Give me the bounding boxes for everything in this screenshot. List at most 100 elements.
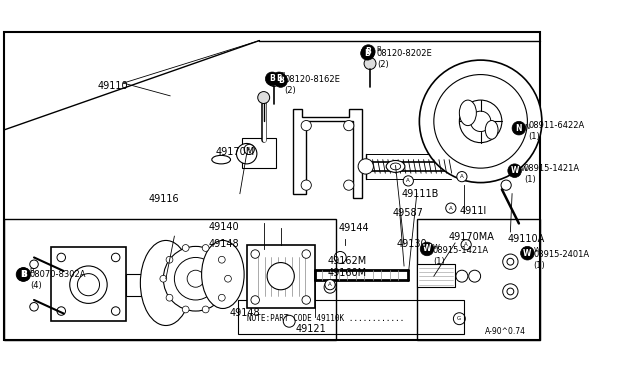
Circle shape	[202, 306, 209, 313]
Circle shape	[182, 306, 189, 313]
Circle shape	[520, 246, 534, 260]
Text: (1): (1)	[528, 132, 540, 141]
Text: (1): (1)	[433, 257, 445, 266]
Ellipse shape	[485, 121, 498, 139]
Bar	[238, 300, 463, 334]
Circle shape	[507, 288, 514, 295]
Circle shape	[403, 176, 413, 186]
Text: 08915-1421A: 08915-1421A	[433, 246, 489, 256]
Circle shape	[225, 275, 232, 282]
Circle shape	[503, 254, 518, 269]
Circle shape	[457, 171, 467, 182]
Text: A: A	[406, 179, 410, 183]
Text: W: W	[524, 249, 532, 258]
Circle shape	[258, 92, 269, 103]
Text: 08911-6422A: 08911-6422A	[528, 121, 584, 130]
Text: B: B	[30, 268, 35, 274]
Circle shape	[325, 280, 335, 290]
Text: 08915-1421A: 08915-1421A	[524, 164, 580, 173]
Circle shape	[236, 144, 257, 164]
Circle shape	[163, 246, 228, 311]
Circle shape	[507, 258, 514, 265]
Circle shape	[202, 244, 209, 251]
Text: B: B	[21, 270, 27, 279]
Text: A-90^0.74: A-90^0.74	[485, 327, 526, 336]
Circle shape	[456, 270, 468, 282]
Circle shape	[344, 121, 354, 131]
Text: 49160M: 49160M	[328, 268, 367, 278]
Text: 08120-8162E: 08120-8162E	[284, 74, 340, 84]
Text: 49170M: 49170M	[215, 147, 255, 157]
Circle shape	[57, 307, 65, 315]
Bar	[126, 275, 143, 296]
Circle shape	[301, 121, 311, 131]
Circle shape	[302, 296, 310, 304]
Circle shape	[512, 121, 525, 135]
Circle shape	[508, 164, 522, 177]
Text: A: A	[449, 206, 452, 211]
Text: (4): (4)	[30, 281, 42, 290]
Text: 49140: 49140	[209, 222, 239, 232]
Text: 08120-8202E: 08120-8202E	[377, 49, 433, 58]
Circle shape	[461, 240, 471, 250]
Circle shape	[70, 266, 107, 304]
Text: W: W	[533, 247, 540, 253]
Ellipse shape	[212, 155, 230, 164]
Text: N: N	[525, 124, 530, 130]
Bar	[246, 245, 315, 308]
Bar	[417, 219, 540, 340]
Text: 49116: 49116	[149, 194, 179, 203]
Text: 49170MA: 49170MA	[448, 232, 494, 242]
Circle shape	[324, 281, 336, 293]
Text: (1): (1)	[533, 261, 545, 270]
Text: B: B	[269, 74, 275, 83]
Text: W: W	[511, 166, 519, 175]
Circle shape	[470, 111, 491, 132]
Circle shape	[334, 251, 346, 263]
Text: 49130: 49130	[396, 239, 427, 249]
Circle shape	[160, 275, 167, 282]
Circle shape	[267, 263, 294, 290]
Circle shape	[419, 60, 542, 183]
Text: 49162M: 49162M	[328, 256, 367, 266]
Text: (2): (2)	[284, 86, 296, 94]
Bar	[417, 264, 455, 287]
Text: B: B	[281, 72, 285, 78]
Text: 49148: 49148	[230, 308, 260, 318]
Circle shape	[182, 244, 189, 251]
Circle shape	[468, 270, 481, 282]
Circle shape	[302, 250, 310, 258]
Text: 49587: 49587	[393, 208, 424, 218]
Text: 49111B: 49111B	[401, 189, 439, 199]
Text: 49121: 49121	[296, 324, 327, 334]
Circle shape	[251, 250, 259, 258]
Circle shape	[166, 294, 173, 301]
Circle shape	[268, 74, 280, 86]
Circle shape	[187, 270, 204, 287]
Circle shape	[174, 257, 217, 300]
Circle shape	[244, 144, 254, 154]
Text: W: W	[520, 166, 527, 171]
Circle shape	[503, 284, 518, 299]
Circle shape	[274, 74, 287, 87]
Circle shape	[251, 296, 259, 304]
Circle shape	[501, 180, 511, 190]
Text: (2): (2)	[377, 60, 388, 69]
Ellipse shape	[202, 240, 244, 308]
Circle shape	[344, 180, 354, 190]
Text: W: W	[433, 244, 440, 250]
Bar	[243, 138, 276, 168]
Text: B: B	[365, 49, 371, 58]
Circle shape	[17, 268, 31, 281]
Circle shape	[218, 294, 225, 301]
Text: (1): (1)	[524, 175, 536, 184]
Text: N: N	[516, 124, 522, 133]
Text: 4911l: 4911l	[460, 206, 486, 217]
Circle shape	[166, 256, 173, 263]
Circle shape	[361, 46, 374, 60]
Circle shape	[445, 203, 456, 213]
Text: B: B	[377, 46, 381, 52]
Text: A: A	[328, 282, 332, 287]
Circle shape	[301, 180, 311, 190]
Text: A: A	[248, 147, 251, 152]
